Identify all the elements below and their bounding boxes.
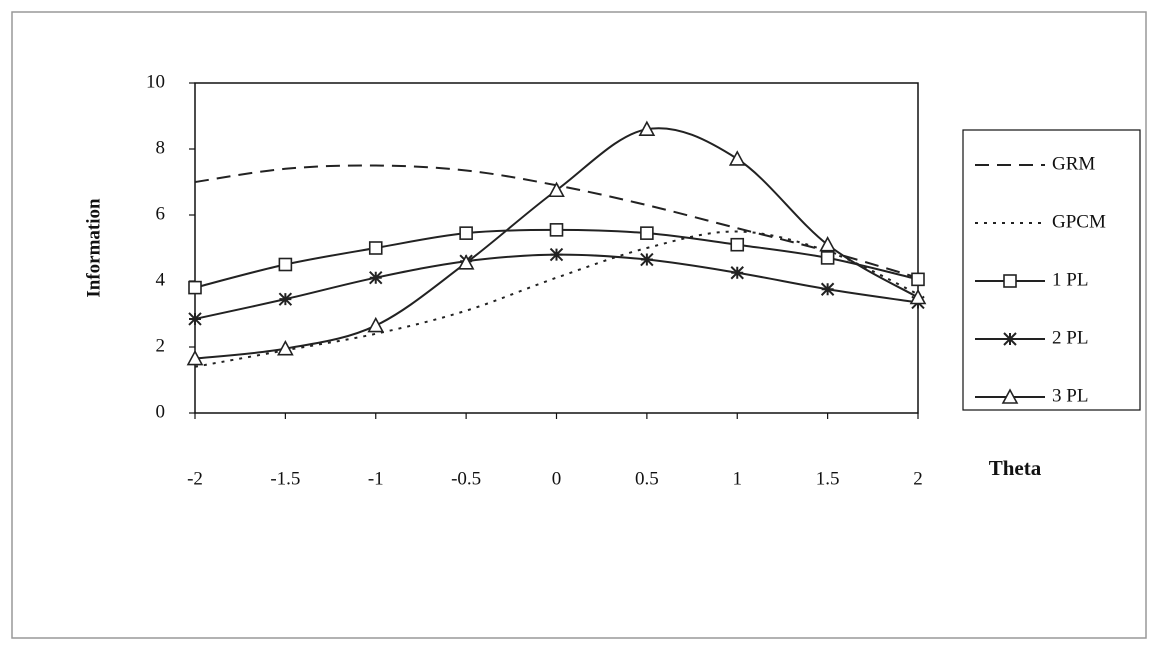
marker xyxy=(730,152,744,165)
legend-marker xyxy=(1004,275,1016,287)
x-tick-label: 1.5 xyxy=(816,468,840,489)
x-tick-label: -1.5 xyxy=(270,468,300,489)
y-tick-label: 10 xyxy=(146,71,165,92)
y-tick-label: 8 xyxy=(156,137,166,158)
marker xyxy=(370,242,382,254)
marker xyxy=(641,254,653,266)
y-tick-label: 2 xyxy=(156,335,166,356)
legend-label: GRM xyxy=(1052,153,1095,174)
marker xyxy=(551,224,563,236)
x-tick-label: 2 xyxy=(913,468,923,489)
legend-marker xyxy=(1004,333,1016,345)
x-tick-label: -1 xyxy=(368,468,384,489)
marker xyxy=(731,239,743,251)
x-tick-label: 0 xyxy=(552,468,562,489)
legend-label: 1 PL xyxy=(1052,269,1088,290)
marker xyxy=(551,249,563,261)
plot-area xyxy=(195,83,918,413)
legend-label: 3 PL xyxy=(1052,385,1088,406)
marker xyxy=(279,293,291,305)
y-tick-label: 4 xyxy=(156,269,166,290)
x-tick-label: 0.5 xyxy=(635,468,659,489)
marker xyxy=(912,273,924,285)
marker xyxy=(370,272,382,284)
marker xyxy=(731,267,743,279)
marker xyxy=(460,227,472,239)
page: {"chart_data": {"type": "line", "x": [-2… xyxy=(0,0,1152,646)
y-axis-label: Information xyxy=(83,198,104,298)
x-tick-label: 1 xyxy=(733,468,743,489)
marker xyxy=(279,259,291,271)
marker xyxy=(641,227,653,239)
marker xyxy=(189,282,201,294)
marker xyxy=(822,283,834,295)
chart: Information Theta 0 2 4 6 8 10 -2 -1.5 -1 -0.5 0 0.… xyxy=(0,0,1152,646)
x-axis-label: Theta xyxy=(989,456,1042,480)
y-tick-label: 6 xyxy=(156,203,166,224)
marker xyxy=(369,319,383,332)
x-tick-label: -0.5 xyxy=(451,468,481,489)
marker xyxy=(189,313,201,325)
series-line xyxy=(195,128,918,358)
x-tick-label: -2 xyxy=(187,468,203,489)
legend-label: 2 PL xyxy=(1052,327,1088,348)
series-line xyxy=(195,255,918,319)
legend-label: GPCM xyxy=(1052,211,1106,232)
y-tick-label: 0 xyxy=(156,401,166,422)
marker xyxy=(822,252,834,264)
